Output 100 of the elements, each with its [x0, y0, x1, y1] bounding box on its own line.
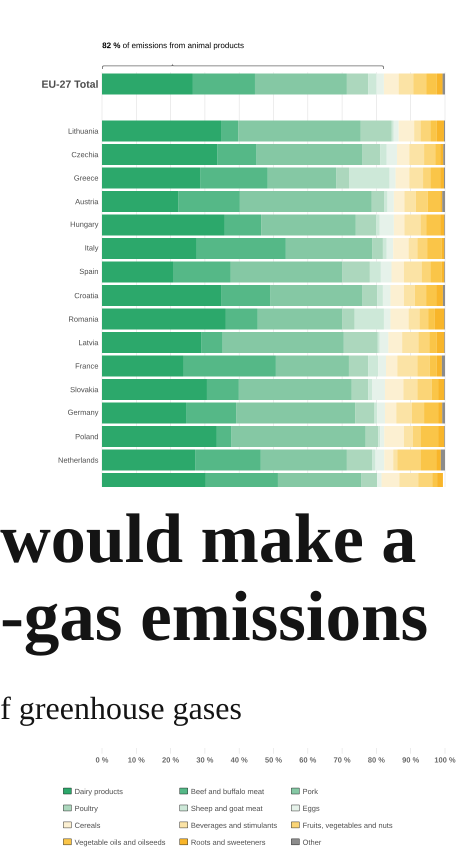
bar — [404, 426, 413, 448]
bar — [418, 332, 430, 354]
bar — [391, 262, 404, 283]
bar — [393, 450, 398, 471]
bar — [389, 168, 396, 189]
bar — [178, 191, 240, 212]
bar — [360, 120, 392, 142]
bar — [344, 332, 378, 354]
bar — [442, 356, 445, 377]
bar — [386, 356, 398, 377]
bar — [420, 120, 431, 142]
bar — [216, 426, 232, 448]
bar — [346, 450, 372, 471]
bar — [184, 356, 276, 377]
bar — [388, 332, 402, 354]
bar — [231, 426, 366, 448]
bar — [440, 450, 445, 471]
bar — [377, 402, 385, 424]
bar — [102, 308, 226, 330]
bar — [409, 168, 424, 189]
bar — [378, 356, 386, 377]
bar — [402, 332, 419, 354]
bar — [440, 168, 444, 189]
bar — [102, 74, 193, 95]
bar — [372, 238, 383, 260]
bar — [424, 144, 436, 166]
bar — [224, 214, 262, 236]
bar — [398, 120, 414, 142]
bar — [102, 356, 184, 377]
bar — [102, 168, 200, 189]
bar — [348, 356, 368, 377]
bar — [362, 144, 380, 166]
bar — [384, 74, 399, 95]
bar — [420, 426, 438, 448]
bar — [217, 144, 256, 166]
bar — [436, 120, 444, 142]
bar — [102, 238, 197, 260]
bar — [368, 74, 376, 95]
bar — [342, 308, 354, 330]
bar — [408, 238, 418, 260]
bar — [397, 450, 421, 471]
bar — [427, 238, 442, 260]
bar — [413, 74, 426, 95]
bar — [102, 379, 207, 400]
bar — [438, 426, 444, 448]
bar — [435, 144, 440, 166]
bar — [260, 450, 347, 471]
bar — [384, 426, 404, 448]
bar — [390, 285, 404, 306]
bar — [379, 214, 394, 236]
bar — [426, 74, 437, 95]
bar — [346, 74, 368, 95]
bar — [384, 402, 396, 424]
bar — [424, 402, 438, 424]
bar — [102, 144, 218, 166]
bar — [397, 356, 418, 377]
bar — [368, 379, 372, 400]
bar — [430, 168, 440, 189]
bar — [418, 238, 428, 260]
bar — [238, 379, 352, 400]
bar — [418, 356, 430, 377]
bar — [286, 238, 372, 260]
bar — [442, 191, 445, 212]
bar — [404, 285, 415, 306]
annotation: would make a — [0, 513, 416, 563]
bar — [356, 214, 376, 236]
bar — [440, 214, 444, 236]
bar — [206, 379, 239, 400]
bar — [372, 191, 384, 212]
bar — [374, 402, 378, 424]
bar — [403, 379, 418, 400]
bar — [102, 285, 222, 306]
bar — [391, 120, 394, 142]
bar — [436, 74, 443, 95]
bar — [254, 74, 347, 95]
bar — [430, 120, 437, 142]
bar — [196, 238, 286, 260]
bar — [409, 144, 424, 166]
bar — [420, 214, 426, 236]
bar — [384, 308, 390, 330]
bar — [426, 214, 440, 236]
bar — [394, 214, 405, 236]
bar — [276, 356, 349, 377]
bar — [376, 74, 384, 95]
bar — [386, 238, 394, 260]
bar — [420, 450, 436, 471]
bar — [387, 191, 394, 212]
bar — [412, 402, 424, 424]
bar — [372, 450, 376, 471]
bar — [261, 214, 356, 236]
bar — [240, 191, 372, 212]
bar — [386, 144, 397, 166]
bar — [377, 285, 383, 306]
bar — [430, 262, 442, 283]
bar — [102, 262, 173, 283]
bar — [436, 356, 442, 377]
bar — [396, 144, 410, 166]
bar — [102, 120, 222, 142]
bar — [394, 191, 405, 212]
bar — [102, 402, 186, 424]
